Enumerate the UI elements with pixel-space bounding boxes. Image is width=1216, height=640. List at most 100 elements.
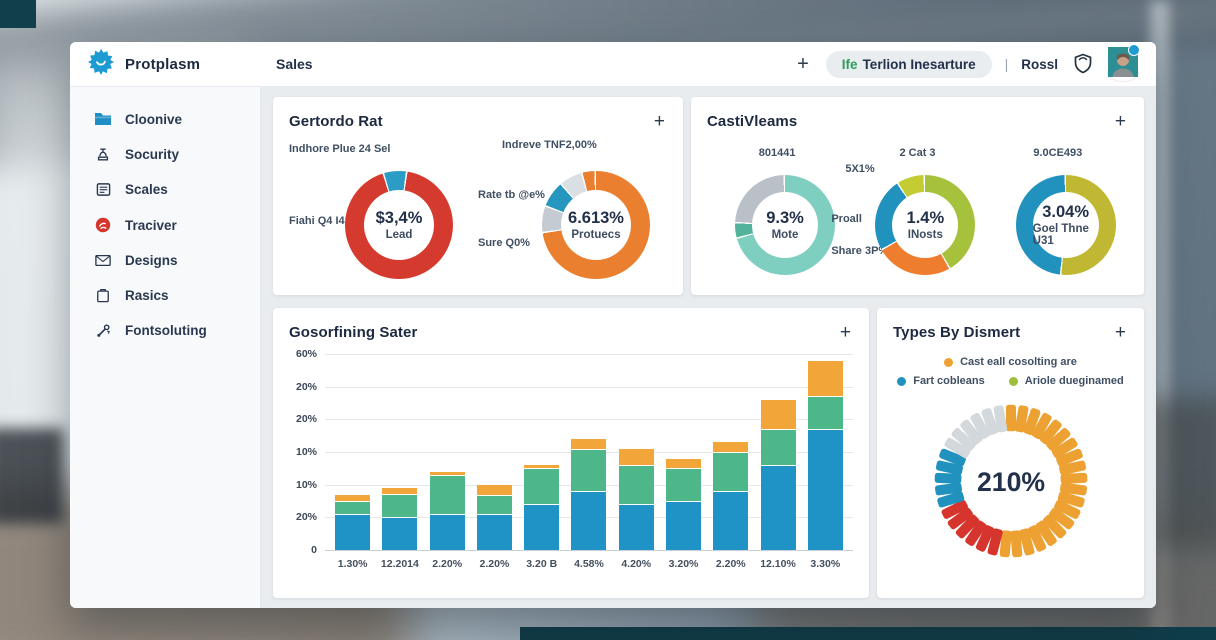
brand: Protplasm xyxy=(88,48,264,80)
bar-column xyxy=(376,354,423,550)
sidebar-item-scales[interactable]: Scales xyxy=(70,172,260,207)
x-tick-label: 1.30% xyxy=(337,558,368,570)
bar-segment-green xyxy=(760,429,796,466)
card-add-button[interactable]: + xyxy=(839,321,851,343)
donut-chart[interactable]: 1.4% INosts xyxy=(875,175,976,275)
bar-column xyxy=(565,354,612,550)
donut-center-value: $3,4% xyxy=(375,209,423,227)
donut-center-value: 6.613% xyxy=(568,209,624,227)
folder-icon xyxy=(94,111,112,127)
sidebar: Cloonive Socurity Scales Traciver Designs Ras… xyxy=(70,87,261,608)
bar-8[interactable] xyxy=(666,458,701,550)
nav-section-sales[interactable]: Sales xyxy=(276,56,313,72)
bar-3[interactable] xyxy=(429,471,465,550)
bar-2[interactable] xyxy=(382,487,418,550)
card-types-by-dismert: Types By Dismert + Cast eall cosolting a… xyxy=(877,308,1144,598)
x-tick-label: 12.2014 xyxy=(380,558,419,570)
legend-item[interactable]: Fart cobleans xyxy=(897,375,985,387)
donut-chart-group-item: Indreve TNF2,00% Rate tb @e% Sure Q0% 6.613… xyxy=(478,133,667,281)
donut-chart-group: Indhore Plue 24 Sel Fiahi Q4 I4S $3,4% Lead… xyxy=(289,133,667,281)
chart-annotation: Share 3P% xyxy=(831,245,889,257)
sidebar-item-fontsoluting[interactable]: Fontsoluting xyxy=(70,313,260,348)
bar-5[interactable] xyxy=(524,465,560,550)
bar-segment-orange xyxy=(476,484,512,495)
user-name[interactable]: Rossl xyxy=(1021,56,1058,72)
shield-icon[interactable] xyxy=(1071,52,1095,76)
sidebar-item-label: Cloonive xyxy=(125,111,183,127)
sidebar-item-rasics[interactable]: Rasics xyxy=(70,278,260,313)
bar-segment-orange xyxy=(618,448,654,466)
donut-center-label: Mote xyxy=(771,229,799,241)
bar-column xyxy=(802,354,849,550)
chart-annotation: Fiahi Q4 I4S xyxy=(289,215,352,227)
card-title: Gertordo Rat xyxy=(289,112,383,130)
app-window: Protplasm Sales + Ife Terlion Inesarture … xyxy=(70,42,1156,608)
bar-1[interactable] xyxy=(335,494,371,550)
add-button[interactable]: + xyxy=(793,52,813,76)
gridline xyxy=(325,354,853,355)
sidebar-item-traciver[interactable]: Traciver xyxy=(70,207,260,243)
bar-column xyxy=(471,354,518,550)
card-title: Gosorfining Sater xyxy=(289,323,418,341)
bar-segment-blue xyxy=(618,504,654,550)
donut-chart[interactable]: 3.04% Goel Thne U31 xyxy=(1015,175,1116,275)
y-tick-label: 20% xyxy=(295,413,317,426)
sidebar-item-label: Scales xyxy=(125,182,168,197)
bar-segment-blue xyxy=(666,501,701,550)
stacked-bar-chart: 60% 20% 20% 10% 10% 20% 0 1.30% 12.2014 2.20% 2.2… xyxy=(289,348,853,570)
bar-segment-blue xyxy=(382,517,418,550)
chart-legend: Cast eall cosolting are Fart cobleans Ario… xyxy=(893,356,1128,387)
bar-column xyxy=(329,354,376,550)
bar-segment-green xyxy=(335,501,371,515)
bar-column xyxy=(613,354,660,550)
x-tick-label: 3.20 B xyxy=(526,558,558,570)
card-title: Types By Dismert xyxy=(893,323,1021,341)
legend-item[interactable]: Ariole dueginamed xyxy=(1008,375,1124,387)
donut-chart[interactable]: 9.3% Mote xyxy=(735,175,835,275)
gridline xyxy=(325,419,853,421)
card-gertordo-rat: Gertordo Rat + Indhore Plue 24 Sel Fiahi … xyxy=(273,97,683,295)
legend-label: Cast eall cosolting are xyxy=(960,356,1077,368)
donut-center-value: 3.04% xyxy=(1042,203,1090,221)
donut-chart[interactable]: 6.613% Protuecs xyxy=(542,171,650,279)
card-header: Gosorfining Sater + xyxy=(289,320,853,344)
chart-annotation: Proall xyxy=(831,213,862,225)
sidebar-item-socurity[interactable]: Socurity xyxy=(70,137,260,172)
clipboard-icon xyxy=(94,288,112,303)
bar-9[interactable] xyxy=(713,442,749,550)
donut-center-label: Lead xyxy=(385,229,413,241)
target-icon xyxy=(94,217,112,233)
bar-segment-green xyxy=(382,494,418,518)
card-add-button[interactable]: + xyxy=(1114,321,1126,343)
donut-center-label: INosts xyxy=(907,229,943,241)
card-add-button[interactable]: + xyxy=(1114,110,1126,132)
bar-6[interactable] xyxy=(571,438,607,550)
bar-segment-orange xyxy=(571,438,607,449)
y-tick-label: 10% xyxy=(295,446,317,458)
gauge-donut-chart[interactable]: 210% xyxy=(893,397,1128,565)
bar-column xyxy=(660,354,707,550)
bar-segment-blue xyxy=(429,514,465,550)
chart-annotation: 5X1% xyxy=(845,163,875,175)
legend-dot xyxy=(944,357,954,367)
x-axis: 1.30% 12.2014 2.20% 2.20% 3.20 B 4.58% 4.20% 3.… xyxy=(325,558,853,570)
card-add-button[interactable]: + xyxy=(653,110,665,132)
legend-item[interactable]: Cast eall cosolting are xyxy=(944,356,1077,368)
avatar[interactable] xyxy=(1108,43,1140,82)
bar-segment-green xyxy=(618,465,654,505)
bar-7[interactable] xyxy=(618,448,654,550)
bar-11[interactable] xyxy=(807,360,843,550)
bar-segment-orange xyxy=(713,442,749,453)
sidebar-item-cloonive[interactable]: Cloonive xyxy=(70,101,260,137)
search-pill[interactable]: Ife Terlion Inesarture xyxy=(825,50,992,78)
bar-4[interactable] xyxy=(476,484,512,550)
x-tick-label: 12.10% xyxy=(760,558,796,570)
y-tick-label: 0 xyxy=(311,544,317,556)
donut-chart[interactable]: $3,4% Lead xyxy=(345,171,453,279)
legend-label: Ariole dueginamed xyxy=(1024,375,1124,387)
bar-10[interactable] xyxy=(760,399,796,550)
sidebar-item-designs[interactable]: Designs xyxy=(70,243,260,278)
y-tick-label: 60% xyxy=(295,348,317,360)
topbar: Protplasm Sales + Ife Terlion Inesarture … xyxy=(70,42,1156,87)
gridline xyxy=(325,386,853,388)
